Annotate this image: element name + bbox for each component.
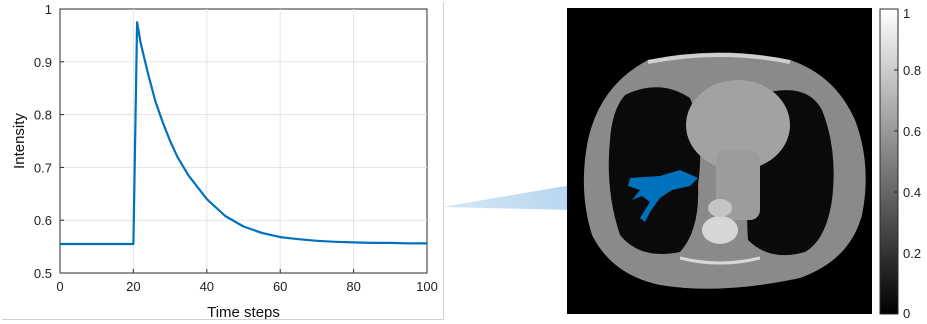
colorbar-tick-label: 0.2 xyxy=(903,246,921,261)
y-tick-label: 0.8 xyxy=(34,108,52,123)
x-tick-label: 80 xyxy=(346,279,360,294)
colorbar-tick-label: 0 xyxy=(903,306,910,321)
tick-labels: 0 20 40 60 80 100 0.5 0.6 0.7 0.8 0.9 1 xyxy=(34,2,438,294)
colorbar: 0 0.2 0.4 0.6 0.8 1 xyxy=(879,6,921,321)
y-tick-label: 0.9 xyxy=(34,55,52,70)
colorbar-tick-label: 0.8 xyxy=(903,63,921,78)
ct-ribs xyxy=(647,53,791,64)
colorbar-tick-label: 1 xyxy=(903,6,910,21)
y-tick-label: 0.7 xyxy=(34,160,52,175)
ct-scan-image xyxy=(567,8,872,314)
x-tick-label: 40 xyxy=(200,279,214,294)
colorbar-tick-label: 0.6 xyxy=(903,124,921,139)
x-tick-label: 20 xyxy=(126,279,140,294)
colorbar-tick-label: 0.4 xyxy=(903,185,921,200)
intensity-series-line xyxy=(60,21,427,246)
ct-heart xyxy=(686,80,790,170)
x-axis-label: Time steps xyxy=(207,304,280,321)
y-tick-label: 0.5 xyxy=(34,266,52,281)
grid xyxy=(60,9,427,273)
ct-spine xyxy=(702,216,738,244)
x-tick-label: 100 xyxy=(416,279,438,294)
chart-bottom-frame xyxy=(2,319,444,320)
colorbar-ticks: 0 0.2 0.4 0.6 0.8 1 xyxy=(894,6,921,321)
y-tick-label: 1 xyxy=(45,2,52,17)
y-tick-label: 0.6 xyxy=(34,213,52,228)
ct-left-lung xyxy=(608,87,701,254)
y-axis-label: Intensity xyxy=(11,113,28,169)
ct-spine-body xyxy=(708,199,732,217)
ct-vessel-overlay xyxy=(628,170,698,222)
x-tick-label: 0 xyxy=(56,279,63,294)
chart-right-frame xyxy=(443,2,444,320)
colorbar-gradient xyxy=(879,8,899,315)
x-tick-label: 60 xyxy=(273,279,287,294)
ct-rib-lower xyxy=(679,256,761,265)
plot-area xyxy=(59,8,428,274)
